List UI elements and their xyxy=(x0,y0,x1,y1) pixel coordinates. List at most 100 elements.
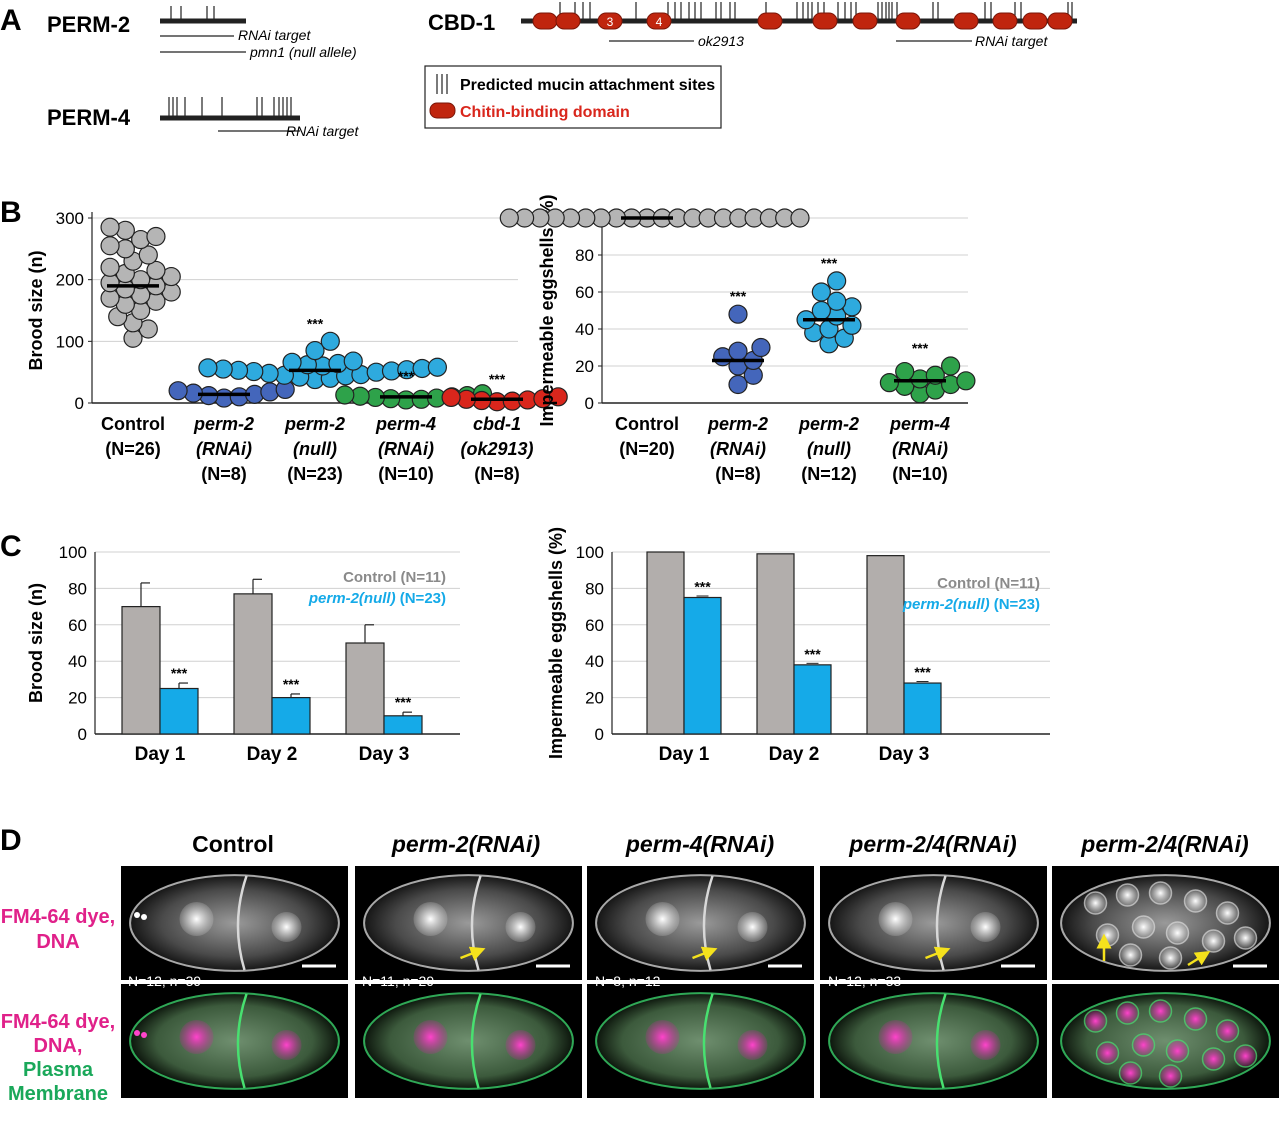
nucleus-right xyxy=(271,912,302,942)
y-tick-label-60: 60 xyxy=(68,616,87,635)
y-tick-label-20: 20 xyxy=(68,689,87,708)
data-point-0-25 xyxy=(100,217,120,237)
nucleus-left xyxy=(413,902,448,936)
group-label-1-1: (RNAi) xyxy=(710,439,766,459)
y-tick-label-0: 0 xyxy=(78,725,87,744)
y-tick-label-80: 80 xyxy=(575,246,594,265)
arrow-icon xyxy=(1187,951,1211,967)
data-point-0-21 xyxy=(100,236,120,256)
micrograph-2-membrane xyxy=(587,866,814,980)
micrograph-0-membrane xyxy=(121,866,348,980)
embryo-outline xyxy=(828,992,1039,1090)
group-3: *** perm-4 (RNAi) (N=10) xyxy=(335,368,493,484)
micrograph-0-merge xyxy=(121,984,348,1098)
nucleus-9 xyxy=(1118,943,1143,967)
nucleus-right xyxy=(737,912,768,942)
perm2-mucin-ticks xyxy=(170,6,215,21)
x-tick-label-0: Day 1 xyxy=(135,744,186,765)
nucleus-10 xyxy=(1158,946,1183,970)
nucleus-11 xyxy=(1233,1044,1258,1068)
y-tick-label-100: 100 xyxy=(56,332,84,351)
group-label-3-2: (N=10) xyxy=(378,464,434,484)
significance-1: *** xyxy=(730,288,747,304)
chitin-binding-domain-6 xyxy=(812,12,838,30)
y-tick-label-200: 200 xyxy=(56,271,84,290)
data-point-0-23 xyxy=(146,226,166,247)
column-header-control: Control xyxy=(192,831,274,857)
chitin-binding-domain-1 xyxy=(532,12,558,30)
row-label-top-line2: DNA xyxy=(36,931,79,953)
nucleus-left xyxy=(878,902,913,936)
group-0: Control (N=20) xyxy=(499,208,810,459)
panel-d-column-headers: Control perm-2(RNAi) perm-4(RNAi) perm-2… xyxy=(192,831,1249,857)
y-tick-label-80: 80 xyxy=(68,579,87,598)
nucleus-8 xyxy=(1201,929,1226,953)
data-point-0-17 xyxy=(100,257,120,277)
group-3: *** perm-4 (RNAi) (N=10) xyxy=(879,340,976,484)
row-label-bottom-line3: Plasma xyxy=(23,1059,94,1081)
column-header-perm2: perm-2(RNAi) xyxy=(391,831,540,857)
nucleus-8 xyxy=(1201,1047,1226,1071)
group-label-3-1: (RNAi) xyxy=(892,439,948,459)
y-tick-label-0: 0 xyxy=(75,394,84,413)
bar-0-1 xyxy=(233,593,273,735)
cbd1-ok-label: ok2913 xyxy=(698,33,744,49)
y-tick-label-100: 100 xyxy=(59,543,87,562)
bar-1-1 xyxy=(793,664,832,735)
chitin-binding-domain-5 xyxy=(757,12,783,30)
x-tick-label-1: Day 2 xyxy=(769,744,820,765)
legend-entry-1: perm-2(null) (N=23) xyxy=(902,596,1040,613)
cbd1-domain-3-label: 3 xyxy=(607,15,614,29)
data-point-3-8 xyxy=(895,361,915,382)
cbd1-domain-4-label: 4 xyxy=(656,15,663,29)
y-tick-label-100: 100 xyxy=(576,543,604,562)
x-tick-label-2: Day 3 xyxy=(359,744,410,765)
group-label-4-1: (ok2913) xyxy=(460,439,533,459)
chitin-binding-domain-11 xyxy=(1022,12,1048,30)
panel-a-legend-box xyxy=(424,65,722,129)
chitin-binding-domain-9 xyxy=(953,12,979,30)
significance-1-0: *** xyxy=(171,665,188,681)
cell-membrane xyxy=(236,875,248,971)
perm4-mucin-ticks xyxy=(168,97,292,118)
embryo-outline xyxy=(363,992,574,1090)
group-label-3-1: (RNAi) xyxy=(378,439,434,459)
y-tick-label-40: 40 xyxy=(575,320,594,339)
group-label-1-1: (RNAi) xyxy=(196,439,252,459)
row-label-bottom-line4: Membrane xyxy=(8,1083,108,1105)
nucleus-left xyxy=(878,1020,913,1054)
arrow-icon xyxy=(925,946,951,961)
group-label-3-0: perm-4 xyxy=(889,414,950,434)
nucleus-7 xyxy=(1165,1039,1190,1063)
data-point-1-5 xyxy=(728,341,748,361)
nucleus-1 xyxy=(1115,1001,1140,1025)
data-point-2-15 xyxy=(427,357,447,377)
row-label-bottom-line2: DNA, xyxy=(34,1035,83,1057)
data-point-0-16 xyxy=(146,260,166,281)
nucleus-right xyxy=(970,1030,1001,1060)
micrograph-4-merge xyxy=(1052,984,1279,1098)
y-tick-label-40: 40 xyxy=(585,652,604,671)
data-point-3-4 xyxy=(879,373,900,393)
row-label-top-line1: FM4-64 dye, xyxy=(1,906,115,928)
significance-1-1: *** xyxy=(283,676,300,692)
row-label-top: FM4-64 dye, DNA xyxy=(1,906,115,953)
mucin-legend-label: Predicted mucin attachment sites xyxy=(460,77,715,94)
y-tick-label-0: 0 xyxy=(595,725,604,744)
cell-membrane xyxy=(702,993,714,1089)
micrograph-2-merge xyxy=(587,984,814,1098)
row-label-bottom-line1: FM4-64 dye, xyxy=(1,1011,115,1033)
micrograph-3-membrane xyxy=(820,866,1047,980)
chitin-binding-domain-10 xyxy=(992,12,1018,30)
data-point-0-19 xyxy=(790,208,810,228)
row-label-bottom: FM4-64 dye, DNA, Plasma Membrane xyxy=(1,1011,115,1105)
group-2: *** perm-2 (null) (N=12) xyxy=(796,255,862,484)
micrograph-1-merge xyxy=(355,984,582,1098)
y-tick-label-20: 20 xyxy=(575,357,594,376)
nucleus-left xyxy=(413,1020,448,1054)
group-label-3-2: (N=10) xyxy=(892,464,948,484)
nucleus-3 xyxy=(1183,1007,1208,1031)
data-point-2-10 xyxy=(811,282,831,302)
nucleus-5 xyxy=(1095,1041,1120,1065)
micrograph-4-membrane xyxy=(1052,866,1279,980)
